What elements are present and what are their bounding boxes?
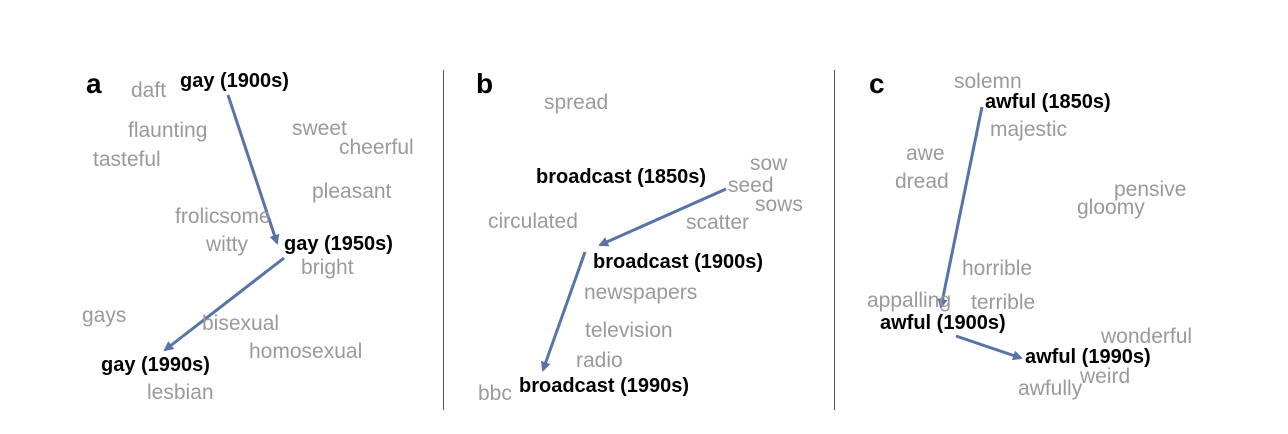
- panel-label-c: c: [869, 68, 885, 99]
- context-word: cheerful: [339, 136, 414, 159]
- focus-word: gay (1900s): [180, 70, 289, 92]
- focus-word: broadcast (1900s): [593, 251, 764, 273]
- context-word: circulated: [488, 210, 578, 233]
- divider-left: [443, 70, 444, 410]
- context-word: radio: [576, 349, 623, 372]
- context-word: bright: [301, 256, 354, 279]
- context-word: seed: [728, 174, 774, 197]
- context-word: bbc: [478, 382, 512, 405]
- context-word: wonderful: [1101, 325, 1193, 348]
- context-word: frolicsome: [175, 205, 271, 228]
- context-word: terrible: [971, 291, 1036, 314]
- arrow-broadcast-1900s-to-1990s: [540, 251, 587, 372]
- arrow-awful-1900s-to-1990s: [955, 334, 1023, 361]
- context-word: lesbian: [147, 381, 214, 404]
- context-word: majestic: [990, 118, 1068, 141]
- context-word: weird: [1080, 365, 1131, 388]
- context-word: awe: [906, 142, 945, 165]
- context-word: newspapers: [584, 281, 698, 304]
- focus-word: awful (1850s): [985, 91, 1111, 113]
- context-word: sweet: [292, 117, 347, 140]
- context-word: daft: [131, 79, 167, 102]
- panel-label-b: b: [476, 68, 494, 99]
- arrow-gay-1900s-to-1950s: [226, 94, 280, 245]
- context-word: solemn: [954, 70, 1022, 93]
- context-word: pleasant: [312, 180, 392, 203]
- focus-word: gay (1950s): [284, 233, 393, 255]
- context-word: flaunting: [128, 119, 208, 142]
- context-word: appalling: [867, 289, 952, 312]
- context-word: awfully: [1018, 377, 1083, 400]
- context-word: tasteful: [93, 148, 161, 171]
- arrow-awful-1850s-to-1900s: [937, 106, 984, 309]
- context-word: witty: [206, 233, 248, 256]
- focus-word: broadcast (1990s): [519, 375, 690, 397]
- arrow-gay-1950s-to-1990s: [163, 256, 285, 352]
- context-word: spread: [544, 91, 609, 114]
- context-word: bisexual: [202, 312, 280, 335]
- context-word: dread: [895, 170, 949, 193]
- context-word: sows: [755, 193, 803, 216]
- panel-label-a: a: [86, 68, 102, 99]
- context-word: scatter: [686, 211, 750, 234]
- focus-word: awful (1990s): [1025, 346, 1151, 368]
- focus-word: awful (1900s): [880, 312, 1006, 334]
- context-word: gloomy: [1077, 196, 1145, 219]
- arrow-broadcast-1850s-to-1900s: [598, 187, 727, 247]
- focus-word: gay (1990s): [101, 354, 210, 376]
- divider-right: [834, 70, 835, 410]
- context-word: sow: [750, 152, 788, 175]
- context-word: homosexual: [249, 340, 363, 363]
- context-word: gays: [82, 304, 127, 327]
- context-word: television: [585, 319, 673, 342]
- context-word: horrible: [962, 257, 1033, 280]
- context-word: pensive: [1114, 178, 1187, 201]
- focus-word: broadcast (1850s): [536, 166, 707, 188]
